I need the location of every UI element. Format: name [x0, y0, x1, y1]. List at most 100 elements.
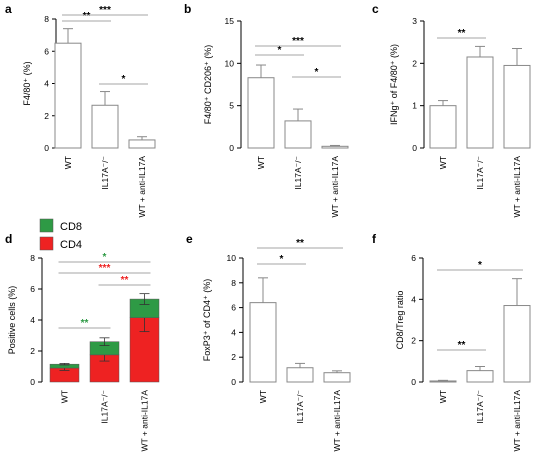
y-tick-label: 0 [30, 377, 35, 387]
category-label: WT + anti-IL17A [512, 156, 522, 218]
y-tick-label: 5 [229, 101, 234, 111]
bar [503, 305, 531, 383]
y-axis-title: F4/80⁺ CD206⁺ (%) [203, 45, 213, 125]
y-axis-title: Positive cells (%) [7, 286, 17, 355]
y-tick-label: 2 [30, 346, 35, 356]
y-tick-label: 6 [30, 284, 35, 294]
panel-letter: e [186, 232, 193, 246]
panel-d: d 0 2 4 6 8 Positive cells (%) WT IL17A⁻/⁻ WT + a… [5, 218, 160, 452]
legend: CD8 CD4 [39, 218, 82, 251]
panel-letter: c [372, 2, 379, 16]
significance-stars: * [103, 252, 107, 263]
y-tick-label: 10 [227, 253, 237, 263]
y-tick-label: 3 [412, 16, 417, 26]
significance-stars: ** [296, 238, 304, 249]
legend-label-cd8: CD8 [60, 221, 82, 233]
significance-stars: ** [121, 275, 129, 286]
category-label: WT [256, 156, 266, 169]
y-tick-label: 8 [231, 278, 236, 288]
y-tick-label: 0 [44, 143, 49, 153]
bar [284, 120, 312, 149]
panel-letter: d [5, 232, 12, 246]
significance-stars: * [280, 254, 284, 265]
legend-swatch-cd4 [39, 236, 54, 251]
y-tick-label: 6 [44, 46, 49, 56]
y-tick-label: 0 [231, 377, 236, 387]
bar [503, 64, 531, 149]
y-tick-label: 2 [231, 352, 236, 362]
panel-c: c 0 1 2 3 IFNg⁺ of F4/80⁺ (%) WT IL17A⁻/⁻ WT + a… [372, 2, 531, 218]
significance-stars: ** [458, 340, 466, 351]
bar [249, 302, 277, 383]
y-tick-label: 1 [412, 101, 417, 111]
significance-stars: *** [292, 36, 304, 47]
category-label: WT + anti-IL17A [332, 390, 342, 452]
legend-label-cd4: CD4 [60, 239, 82, 251]
significance-stars: * [478, 260, 482, 271]
panel-f: f 0 2 4 6 CD8/Treg ratio WT IL17A⁻/⁻ WT + anti-I… [372, 232, 531, 452]
panel-letter: f [372, 232, 377, 246]
category-label: WT [63, 156, 73, 169]
bar [286, 367, 314, 383]
category-label: WT + anti-IL17A [330, 156, 340, 218]
y-tick-label: 2 [412, 58, 417, 68]
y-axis-title: IFNg⁺ of F4/80⁺ (%) [389, 44, 399, 125]
y-tick-label: 4 [30, 315, 35, 325]
y-tick-label: 15 [225, 16, 235, 26]
category-label: WT [438, 156, 448, 169]
category-label: WT + anti-IL17A [140, 390, 150, 452]
y-axis-title: CD8/Treg ratio [395, 291, 405, 350]
bar [466, 370, 494, 383]
category-label: WT [438, 390, 448, 403]
y-tick-label: 10 [225, 58, 235, 68]
y-tick-label: 8 [30, 253, 35, 263]
bar [429, 380, 457, 383]
category-label: IL17A⁻/⁻ [295, 390, 305, 424]
significance-stars: *** [99, 263, 111, 274]
significance-stars: ** [83, 11, 91, 22]
y-axis-title: FoxP3⁺ of CD4⁺ (%) [202, 279, 212, 362]
y-tick-label: 6 [411, 253, 416, 263]
significance-stars: ** [81, 318, 89, 329]
category-label: WT + anti-IL17A [512, 390, 522, 452]
bar [54, 42, 82, 149]
bar [91, 104, 119, 149]
y-tick-label: 8 [44, 14, 49, 24]
panel-e: e 0 2 4 6 8 10 FoxP3⁺ of CD4⁺ (%) WT IL17A⁻/⁻ WT +… [186, 232, 351, 452]
y-tick-label: 4 [231, 327, 236, 337]
legend-swatch-cd8 [39, 218, 54, 233]
category-label: IL17A⁻/⁻ [293, 156, 303, 190]
bar [128, 139, 156, 149]
category-label: IL17A⁻/⁻ [475, 156, 485, 190]
panel-letter: a [5, 2, 12, 16]
y-tick-label: 4 [44, 79, 49, 89]
y-axis-title: F4/80⁺ (%) [22, 61, 32, 105]
panel-a: a 0 2 4 6 8 F4/80⁺ (%) WT IL17A⁻/⁻ WT + anti-IL17… [5, 2, 156, 218]
y-tick-label: 6 [231, 303, 236, 313]
y-tick-label: 0 [229, 143, 234, 153]
bar [321, 145, 349, 149]
bar [247, 77, 275, 149]
bar [466, 56, 494, 149]
category-label: WT + anti-IL17A [137, 156, 147, 218]
significance-stars: *** [99, 5, 111, 16]
y-tick-label: 2 [411, 336, 416, 346]
bar [429, 105, 457, 149]
category-label: IL17A⁻/⁻ [475, 390, 485, 424]
category-label: IL17A⁻/⁻ [100, 390, 110, 424]
y-tick-label: 0 [412, 143, 417, 153]
significance-stars: ** [458, 28, 466, 39]
significance-stars: * [315, 67, 319, 78]
y-tick-label: 0 [411, 377, 416, 387]
category-label: WT [258, 390, 268, 403]
y-tick-label: 2 [44, 111, 49, 121]
significance-stars: * [122, 74, 126, 85]
category-label: IL17A⁻/⁻ [100, 156, 110, 190]
panel-b: b 0 5 10 15 F4/80⁺ CD206⁺ (%) WT IL17A⁻/⁻ WT + a… [184, 2, 349, 218]
bar [323, 372, 351, 383]
significance-stars: * [278, 45, 282, 56]
panel-letter: b [184, 2, 191, 16]
category-label: WT [60, 390, 70, 403]
y-tick-label: 4 [411, 294, 416, 304]
